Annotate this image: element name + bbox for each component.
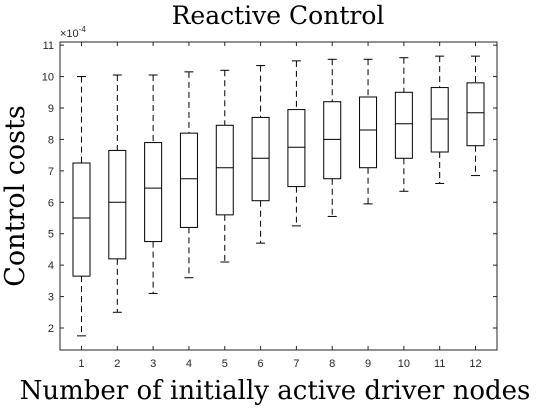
x-tick-label: 7 [293,358,299,370]
x-tick-label: 9 [365,358,371,370]
box-8 [323,58,342,217]
y-tick-label: 7 [48,166,54,178]
box-12 [466,55,485,177]
x-tick-label: 10 [398,358,410,370]
x-tick-label: 3 [150,358,156,370]
y-tick-label: 3 [48,292,54,304]
iqr-box [430,87,449,153]
box-2 [108,74,127,313]
iqr-box [144,142,163,243]
box-4 [179,71,198,279]
y-tick-label: 9 [48,103,54,115]
x-axis-label: Number of initially active driver nodes [20,376,531,406]
y-axis: 2 3 4 5 6 7 8 9 10 11 [42,40,497,335]
iqr-box [287,109,306,188]
x-tick-label: 4 [186,358,192,370]
x-tick-label: 6 [258,358,264,370]
iqr-box [215,124,234,216]
iqr-box [359,96,378,169]
x-tick-label: 1 [78,358,84,370]
x-tick-label: 8 [329,358,335,370]
chart-title: Reactive Control [172,1,385,30]
y-exponent-label: ×10-4 [60,25,86,40]
box-series [72,55,485,337]
iqr-box [72,162,91,277]
box-11 [430,55,449,184]
y-tick-label: 4 [48,260,54,272]
y-exponent-base: ×10 [60,28,79,40]
box-10 [394,57,413,192]
box-5 [215,69,234,263]
plot-area-frame [59,41,498,351]
y-axis-label: Control costs [0,105,31,286]
y-tick-label: 6 [48,197,54,209]
iqr-box [394,91,413,159]
y-tick-label: 11 [43,40,54,52]
y-tick-label: 8 [48,134,54,146]
x-axis: 1 2 3 4 5 6 7 8 9 10 11 12 [78,42,482,370]
x-tick-label: 11 [434,358,445,370]
iqr-box [108,149,127,260]
y-tick-label: 10 [42,72,54,84]
x-tick-label: 5 [222,358,228,370]
iqr-box [466,82,485,147]
box-9 [359,58,378,205]
x-tick-label: 2 [114,358,120,370]
y-tick-label: 5 [48,229,54,241]
x-tick-label: 12 [469,358,481,370]
iqr-box [179,132,198,228]
iqr-box [323,101,342,180]
box-1 [72,76,91,337]
iqr-box [251,116,270,202]
y-exponent-power: -4 [79,25,87,34]
box-3 [144,74,163,294]
y-tick-label: 2 [48,323,54,335]
box-7 [287,60,306,227]
box-6 [251,65,270,244]
